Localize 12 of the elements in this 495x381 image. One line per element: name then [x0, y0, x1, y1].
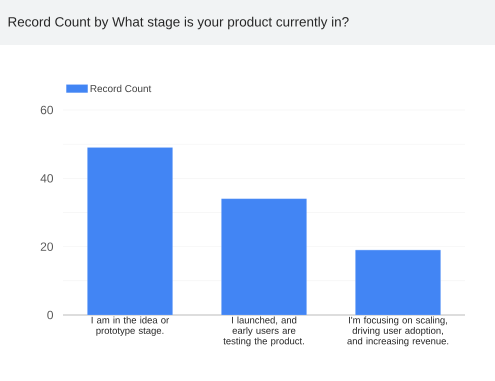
y-tick-label: 40 — [40, 174, 54, 183]
x-tick-label: I am in the idea or prototype stage. — [92, 316, 170, 336]
bar — [221, 198, 307, 315]
legend-label: Record Count — [90, 84, 152, 92]
y-tick-label: 0 — [47, 310, 54, 320]
y-tick-label: 60 — [40, 106, 54, 114]
bar — [355, 250, 441, 315]
bar — [87, 147, 173, 315]
y-tick-label: 20 — [40, 242, 54, 251]
x-tick-label: I'm focusing on scaling, driving user adoption, and increasing revenue. — [347, 316, 448, 346]
chart-title: Record Count by What stage is your product currently in? — [8, 16, 349, 30]
x-tick-label: I launched, and early users are testing the product. — [223, 316, 304, 346]
